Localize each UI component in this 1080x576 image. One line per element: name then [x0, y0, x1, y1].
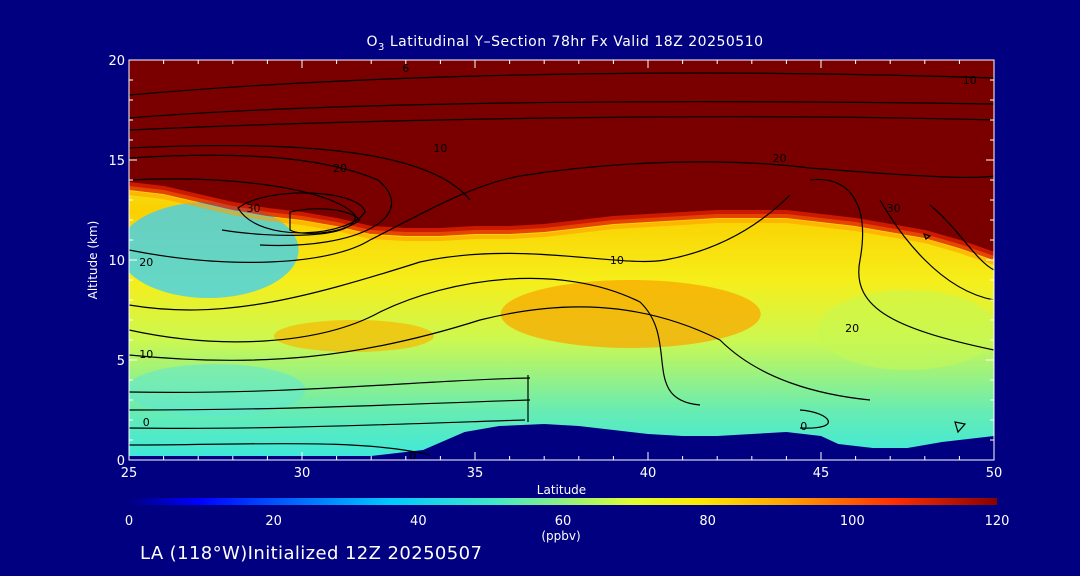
contour-line: [129, 154, 393, 247]
contour-line: [129, 306, 871, 401]
tropopause-transition-lower: [129, 191, 994, 265]
contour-label: 20: [772, 152, 786, 165]
contour-label: 10: [433, 142, 447, 155]
initialization-caption: LA (118°W)Initialized 12Z 20250507: [140, 543, 483, 564]
y-tick-label: 20: [108, 54, 125, 69]
contour-label: 20: [845, 322, 859, 335]
contour-line: [954, 421, 967, 434]
contour-line: [129, 194, 791, 311]
ozone-north-region: [817, 290, 994, 370]
tropopause-transition: [129, 182, 994, 260]
y-axis-label: Altitude (km): [86, 221, 100, 300]
contour-line: [129, 419, 526, 429]
contour-line: [129, 101, 994, 119]
contour-label: 30: [247, 202, 261, 215]
contour-label: 20: [333, 162, 347, 175]
contour-line: [922, 233, 932, 240]
chart-title: O3 Latitudinal Y–Section 78hr Fx Valid 1…: [366, 34, 764, 53]
contour-line: [129, 178, 356, 236]
contour-line: [929, 204, 994, 271]
contour-label: 0: [800, 420, 807, 433]
contour-line: [289, 208, 361, 235]
contour-label: 30: [887, 202, 901, 215]
contour-line: [129, 442, 431, 456]
y-tick-label: 15: [108, 154, 125, 169]
contour-line: [237, 192, 366, 234]
colorbar-tick-label: 80: [699, 514, 716, 529]
contour-line: [799, 409, 829, 429]
ozone-lower-region: [129, 364, 306, 416]
contour-line: [129, 377, 531, 393]
contour-label: 20: [139, 256, 153, 269]
y-tick-label: 5: [117, 354, 125, 369]
colorbar-tick-label: 60: [555, 514, 572, 529]
x-tick-label: 35: [467, 466, 484, 481]
contour-line: [129, 144, 471, 201]
y-tick-label: 0: [117, 454, 125, 469]
colorbar: [129, 498, 997, 505]
contour-line: [129, 161, 994, 263]
colorbar-tick-label: 120: [985, 514, 1010, 529]
contour-label: 6: [402, 62, 409, 75]
contour-label: 10: [963, 74, 977, 87]
contour-line: [129, 116, 994, 131]
contour-line: [879, 199, 994, 301]
x-tick-label: 30: [294, 466, 311, 481]
colorbar-unit-label: (ppbv): [541, 529, 580, 543]
ozone-low-region: [129, 202, 299, 298]
x-tick-label: 40: [640, 466, 657, 481]
contour-line: [129, 72, 994, 96]
contour-line: [129, 277, 701, 406]
colorbar-tick-label: 0: [125, 514, 133, 529]
colorbar-tick-label: 100: [840, 514, 865, 529]
x-tick-label: 25: [121, 466, 138, 481]
ozone-secondary-region: [273, 320, 434, 352]
ozone-max-region: [500, 280, 761, 348]
x-axis-label: Latitude: [537, 483, 586, 497]
colorbar-tick-label: 20: [265, 514, 282, 529]
x-tick-label: 50: [986, 466, 1003, 481]
contour-label: 10: [139, 348, 153, 361]
contour-label: 10: [610, 254, 624, 267]
x-tick-label: 45: [813, 466, 830, 481]
colorbar-tick-label: 40: [410, 514, 427, 529]
contour-line: [809, 178, 994, 351]
contour-line: [129, 399, 531, 411]
plot-area: 0 0 0 10 20 30 10 20 30 20 10 20 6 10: [129, 60, 994, 463]
contour-label: 0: [143, 416, 150, 429]
contour-label: 0: [409, 450, 416, 463]
y-tick-label: 10: [108, 254, 125, 269]
terrain-mask: [129, 424, 994, 460]
